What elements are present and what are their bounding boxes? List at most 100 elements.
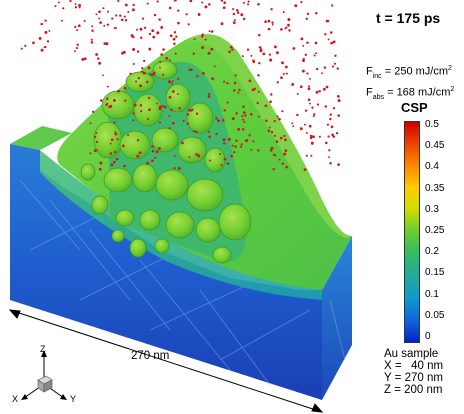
ejected-atom [335,132,339,135]
ejected-atom [99,21,102,24]
ejected-atom [330,31,333,34]
ejected-atom [207,51,211,55]
ejected-atom [226,162,230,165]
ejected-atom [173,43,176,46]
ejected-atom [187,23,190,26]
ejected-atom [307,98,311,102]
ejected-atom [306,41,309,44]
ejected-atom [159,60,162,63]
ejected-atom [98,17,101,20]
ejected-atom [285,165,288,169]
ejected-atom [325,141,328,145]
ejected-atom [250,148,253,151]
ejected-atom [292,47,296,50]
ejected-atom [235,112,238,115]
ejected-atom [273,134,276,137]
ejected-atom [132,48,136,51]
ejected-atom [231,144,234,147]
ejected-atom [113,121,116,124]
ejected-atom [114,131,117,134]
ejected-atom [159,66,161,69]
axis-triad: Z X Y [12,344,76,404]
sample-y: Y = 270 nm [384,372,443,384]
axis-x-label: X [12,394,18,404]
ejected-atom [161,105,165,108]
ejected-atom [331,65,335,68]
ejected-atom [280,28,283,31]
ejected-atom [256,101,259,105]
ejected-atom [151,29,155,33]
ejected-atom [276,81,279,84]
ejected-atom [110,138,114,142]
ejected-atom [269,100,272,103]
ejected-atom [124,18,128,22]
colorbar-tick: 0.3 [425,203,439,215]
ejected-atom [127,133,130,137]
ejected-atom [141,66,144,70]
ejected-atom [150,73,153,76]
ejected-atom [325,105,328,108]
ejected-atom [146,80,149,84]
ejected-atom [285,72,288,75]
ejected-atom [240,143,243,146]
ejected-atom [136,28,138,31]
ejected-atom [248,134,251,137]
ejected-atom [151,149,155,153]
ejected-atom [168,80,171,84]
ejected-atom [323,66,327,69]
ejected-atom [174,0,177,2]
ejected-atom [173,31,177,34]
ejected-atom [334,54,337,57]
ejected-atom [305,17,308,20]
ejected-atom [168,127,171,130]
ejected-atom [195,152,198,156]
ejected-atom [160,53,163,56]
ejected-atom [215,132,218,136]
ejected-atom [116,138,119,141]
ejected-atom [310,154,313,157]
ejected-atom [132,112,135,115]
ejected-atom [165,56,169,60]
ejected-atom [300,1,303,4]
ejected-atom [201,33,204,36]
ejected-atom [131,8,135,12]
ejected-atom [279,136,283,140]
ejected-atom [204,38,207,41]
ejected-atom [89,152,92,155]
ejected-atom [95,132,98,135]
ejected-atom [46,40,50,43]
ejected-atom [270,130,274,134]
ejected-atom [234,145,237,148]
ejected-atom [252,140,255,143]
ejected-atom [288,29,291,32]
ejected-atom [193,38,196,41]
ejected-atom [336,95,340,98]
ejected-atom [119,14,122,17]
ejected-atom [257,74,260,77]
ejected-atom [250,112,253,116]
ejected-atom [98,10,101,14]
ejected-atom [223,80,226,83]
ejected-atom [192,52,195,55]
ejected-atom [201,1,204,4]
ejected-atom [236,11,240,14]
ejected-atom [109,104,113,108]
ejected-atom [262,52,266,56]
ejected-atom [168,6,172,10]
ejected-atom [147,66,151,70]
ejected-atom [257,90,260,93]
sample-x: X = 40 nm [384,360,444,372]
ejected-atom [315,12,318,15]
ejected-atom [233,89,236,92]
ejected-atom [284,149,288,153]
ejected-atom [105,42,109,46]
ejected-atom [308,124,312,128]
ejected-atom [215,116,218,120]
ejected-atom [99,99,103,102]
axis-z-label: Z [40,344,46,354]
ejected-atom [137,77,140,80]
ejected-atom [246,48,250,51]
ejected-atom [204,5,208,9]
ejected-atom [238,88,241,92]
ejected-atom [268,53,272,56]
